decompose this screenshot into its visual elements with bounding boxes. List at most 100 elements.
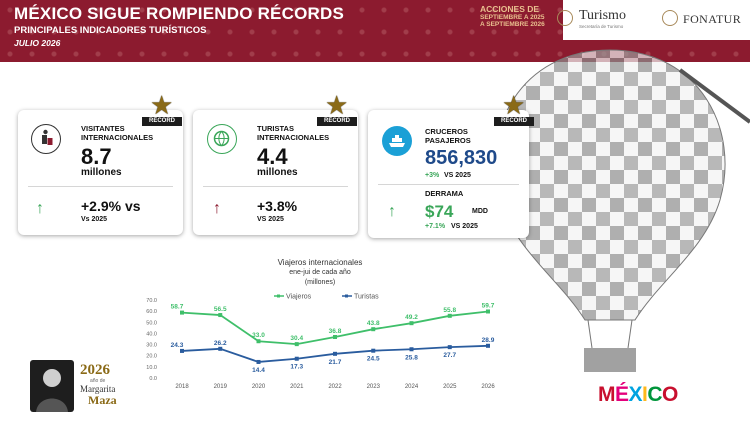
x-tick-label: 2025 <box>443 384 457 390</box>
record-tag: RÉCORD <box>142 117 182 126</box>
chart-title: Viajeros internacionales <box>277 258 363 267</box>
data-label: 27.7 <box>443 352 456 359</box>
derrama-label: DERRAMA <box>425 189 464 198</box>
header-banner: MÉXICO SIGUE ROMPIENDO RÉCORDS PRINCIPAL… <box>0 0 750 62</box>
data-label: 14.4 <box>252 367 265 374</box>
data-label: 56.5 <box>214 306 227 313</box>
y-tick-label: 30.0 <box>146 343 157 349</box>
data-point <box>371 327 376 332</box>
data-label: 36.8 <box>329 328 342 335</box>
maza-year: 2026 <box>80 362 110 378</box>
star-icon: ★ <box>150 90 174 120</box>
data-label: 24.5 <box>367 356 380 363</box>
chart-subtitle-line1: ene-jui de cada año <box>289 269 351 276</box>
card-label-line2: INTERNACIONALES <box>81 133 154 142</box>
arrow-up-icon: ↑ <box>388 203 396 220</box>
chart-subtitle-line2: (millones) <box>304 279 336 286</box>
campaign-main: ACCIONES DE <box>480 4 540 14</box>
fonatur-seal-icon <box>662 10 678 26</box>
brand-letter: É <box>615 383 629 406</box>
y-tick-label: 40.0 <box>146 331 157 337</box>
data-point <box>218 346 223 351</box>
turismo-logo-subtext: Secretaría de Turismo <box>579 24 624 29</box>
x-tick-label: 2023 <box>367 384 381 390</box>
data-point <box>409 321 414 326</box>
brand-letter: C <box>647 383 663 406</box>
data-label: 49.2 <box>405 314 418 321</box>
data-label: 43.8 <box>367 320 380 327</box>
luggage-icon <box>31 124 61 154</box>
data-label: 55.8 <box>443 307 456 314</box>
card-value: 8.7 <box>81 144 112 169</box>
data-label: 58.7 <box>171 304 184 311</box>
portrait-image <box>30 360 74 412</box>
card-label-line1: VISITANTES <box>81 124 125 133</box>
campaign-line3: A SEPTIEMBRE 2026 <box>480 21 545 28</box>
card-divider <box>378 184 519 185</box>
page-title: MÉXICO SIGUE ROMPIENDO RÉCORDS <box>14 4 344 23</box>
card-change-small: +3% <box>425 172 440 179</box>
data-point <box>218 313 223 318</box>
data-point <box>294 342 299 347</box>
data-label: 21.7 <box>329 359 342 366</box>
maza-name2: Maza <box>88 393 117 407</box>
data-label: 28.9 <box>482 337 495 344</box>
arrow-up-icon: ↑ <box>36 200 44 217</box>
card-label-line2: INTERNACIONALES <box>257 133 330 142</box>
chart-title-block: Viajeros internacionales ene-jui de cada… <box>240 258 400 288</box>
x-tick-label: 2026 <box>481 384 495 390</box>
x-tick-label: 2021 <box>290 384 304 390</box>
card-unit: millones <box>81 167 122 178</box>
turismo-logo-text: Turismo <box>579 8 626 23</box>
card-divider <box>203 186 348 187</box>
y-tick-label: 60.0 <box>146 309 157 315</box>
card-unit: millones <box>257 167 298 178</box>
data-point <box>409 347 414 352</box>
fonatur-logo: FONATUR <box>683 12 742 26</box>
data-label: 24.3 <box>171 342 184 349</box>
card-label-line2: PASAJEROS <box>425 136 471 145</box>
legend-label: Turistas <box>354 294 379 301</box>
derrama-unit: MDD <box>472 208 488 215</box>
x-tick-label: 2019 <box>214 384 228 390</box>
y-tick-label: 0.0 <box>149 376 157 382</box>
star-icon: ★ <box>325 90 349 120</box>
x-tick-label: 2022 <box>328 384 342 390</box>
campaign-line2: SEPTIEMBRE A 2025 <box>480 13 545 21</box>
data-point <box>333 351 337 356</box>
brand-letter: X <box>628 383 643 406</box>
mexico-brand-logo: MÉXICO <box>598 383 678 407</box>
y-tick-label: 10.0 <box>146 365 157 371</box>
data-point <box>447 313 452 318</box>
card-visitantes: ★ RÉCORD VISITANTES INTERNACIONALES 8.7 … <box>18 90 183 235</box>
card-divider <box>28 186 173 187</box>
data-point <box>486 343 490 348</box>
card-value: 856,830 <box>425 147 498 169</box>
card-vs: VS 2025 <box>257 216 284 223</box>
maza-year-note: año de <box>90 378 106 384</box>
card-vs: VS 2025 <box>444 172 471 179</box>
page-date: JULIO 2026 <box>14 38 61 48</box>
derrama-vs: VS 2025 <box>451 223 478 230</box>
star-icon: ★ <box>502 90 526 120</box>
balloon-illustration <box>494 49 750 372</box>
data-point <box>256 339 261 344</box>
legend-marker <box>277 294 280 298</box>
x-tick-label: 2024 <box>405 384 419 390</box>
data-label: 30.4 <box>290 335 303 342</box>
record-badge: ★ RÉCORD <box>142 90 182 130</box>
brand-letter: O <box>662 383 678 406</box>
record-badge: ★ RÉCORD <box>494 90 534 130</box>
legend-marker <box>345 294 348 298</box>
y-tick-label: 70.0 <box>146 298 157 304</box>
data-point <box>447 345 452 350</box>
data-point <box>180 348 184 353</box>
data-point <box>333 334 337 339</box>
data-label: 17.3 <box>290 364 303 371</box>
card-cruceros: ★ RÉCORD CRUCEROS PASAJEROS 856,830 +3% … <box>368 90 534 238</box>
data-label: 25.8 <box>405 354 418 361</box>
derrama-value: $74 <box>425 202 454 221</box>
brand-letter: I <box>642 383 648 406</box>
record-badge: ★ RÉCORD <box>317 90 357 130</box>
card-value: 4.4 <box>257 144 288 169</box>
